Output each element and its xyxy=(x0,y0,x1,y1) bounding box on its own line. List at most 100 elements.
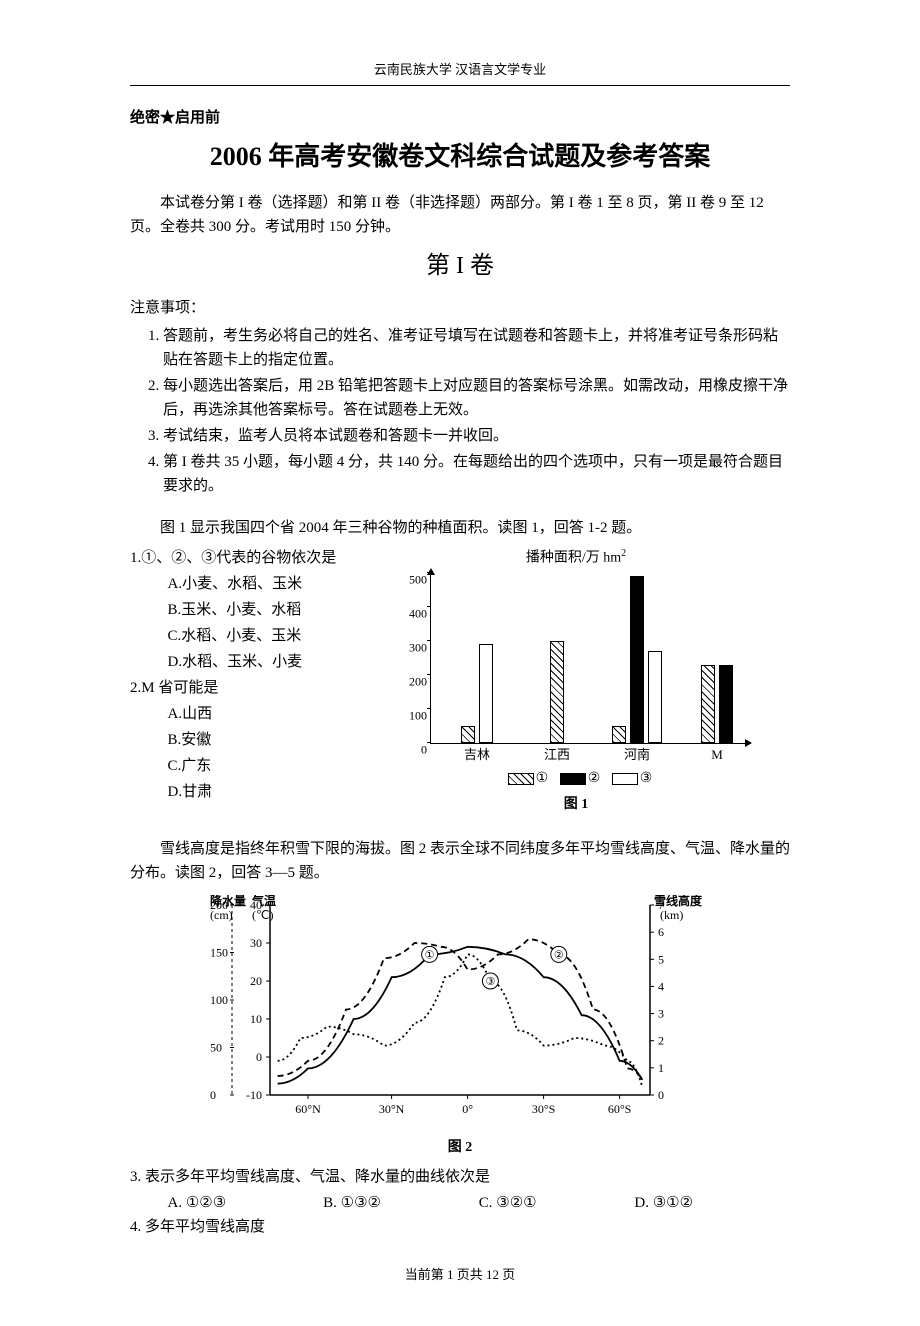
q2-options: A.山西 B.安徽 C.广东 D.甘肃 xyxy=(130,702,390,804)
svg-text:6: 6 xyxy=(658,925,664,939)
chart1-axis-title: 播种面积/万 hm2 xyxy=(396,546,756,570)
q4-stem: 4. 多年平均雪线高度 xyxy=(130,1215,790,1239)
notice-item: 第 I 卷共 35 小题，每小题 4 分，共 140 分。在每题给出的四个选项中… xyxy=(163,450,790,498)
q1-options: A.小麦、水稻、玉米 B.玉米、小麦、水稻 C.水稻、小麦、玉米 D.水稻、玉米… xyxy=(130,572,390,674)
ytick-mark xyxy=(427,708,431,709)
svg-text:10: 10 xyxy=(250,1012,262,1026)
svg-text:0: 0 xyxy=(210,1088,216,1102)
figure1: 播种面积/万 hm2 0100200300400500吉林江西河南M ① ② ③… xyxy=(390,546,790,817)
ytick-mark xyxy=(427,572,431,573)
ytick-label: 300 xyxy=(397,638,427,657)
bar-group: 吉林 xyxy=(449,644,505,743)
ytick-label: 400 xyxy=(397,604,427,623)
bar xyxy=(461,726,475,743)
figure2-caption: 图 2 xyxy=(130,1137,790,1159)
notice-item: 考试结束，监考人员将本试题卷和答题卡一并收回。 xyxy=(163,424,790,448)
svg-text:30°S: 30°S xyxy=(532,1102,555,1116)
q2-opt-d: D.甘肃 xyxy=(168,780,391,804)
svg-text:5: 5 xyxy=(658,952,664,966)
q3-opt-b: B. ①③② xyxy=(323,1191,479,1215)
footer-prefix: 当前第 xyxy=(405,1267,447,1282)
bar-group: 江西 xyxy=(529,641,585,743)
svg-text:0: 0 xyxy=(256,1050,262,1064)
svg-text:60°S: 60°S xyxy=(608,1102,631,1116)
footer-suffix: 页 xyxy=(499,1267,515,1282)
bar xyxy=(701,665,715,743)
q2-opt-c: C.广东 xyxy=(168,754,391,778)
svg-text:100: 100 xyxy=(210,993,228,1007)
svg-text:降水量: 降水量 xyxy=(210,895,246,908)
ytick-mark xyxy=(427,674,431,675)
svg-text:0: 0 xyxy=(658,1088,664,1102)
svg-text:60°N: 60°N xyxy=(295,1102,321,1116)
q1-stem: 1.①、②、③代表的谷物依次是 xyxy=(130,546,390,570)
x-arrow-icon xyxy=(745,739,752,747)
bar xyxy=(550,641,564,743)
chart1-title-sup: 2 xyxy=(621,548,626,559)
legend-swatch-solid xyxy=(560,773,586,785)
q3-opt-a: A. ①②③ xyxy=(168,1191,324,1215)
figure2: 050100150200降水量(cm)-10010203040气温(℃)0123… xyxy=(130,895,790,1159)
notice-item: 答题前，考生务必将自己的姓名、准考证号填写在试题卷和答题卡上，并将准考证号条形码… xyxy=(163,324,790,372)
running-header: 云南民族大学 汉语言文学专业 xyxy=(130,60,790,86)
ytick-label: 200 xyxy=(397,672,427,691)
footer-mid: 页共 xyxy=(453,1267,486,1282)
q3-opt-c: C. ③②① xyxy=(479,1191,635,1215)
q2-opt-b: B.安徽 xyxy=(168,728,391,752)
svg-text:150: 150 xyxy=(210,945,228,959)
ytick-label: 500 xyxy=(397,570,427,589)
bar-group: M xyxy=(689,665,745,743)
xtick-label: 江西 xyxy=(529,745,585,766)
q1-q2-row: 1.①、②、③代表的谷物依次是 A.小麦、水稻、玉米 B.玉米、小麦、水稻 C.… xyxy=(130,546,790,817)
notice-heading: 注意事项： xyxy=(130,296,790,320)
ytick-label: 100 xyxy=(397,706,427,725)
ytick-mark xyxy=(427,606,431,607)
svg-text:③: ③ xyxy=(485,976,495,988)
svg-text:-10: -10 xyxy=(246,1088,262,1102)
legend-swatch-hatch xyxy=(508,773,534,785)
notice-list: 答题前，考生务必将自己的姓名、准考证号填写在试题卷和答题卡上，并将准考证号条形码… xyxy=(130,324,790,498)
svg-text:气温: 气温 xyxy=(251,895,276,908)
xtick-label: M xyxy=(689,745,745,766)
q3-options: A. ①②③ B. ①③② C. ③②① D. ③①② xyxy=(130,1191,790,1215)
q1-opt-c: C.水稻、小麦、玉米 xyxy=(168,624,391,648)
page: 云南民族大学 汉语言文学专业 绝密★启用前 2006 年高考安徽卷文科综合试题及… xyxy=(0,0,920,1326)
q3-opt-d: D. ③①② xyxy=(634,1191,790,1215)
xtick-label: 吉林 xyxy=(449,745,505,766)
document-title: 2006 年高考安徽卷文科综合试题及参考答案 xyxy=(130,136,790,178)
svg-text:4: 4 xyxy=(658,979,664,993)
figure2-intro: 雪线高度是指终年积雪下限的海拔。图 2 表示全球不同纬度多年平均雪线高度、气温、… xyxy=(130,837,790,885)
bar xyxy=(612,726,626,743)
svg-text:2: 2 xyxy=(658,1033,664,1047)
line-chart: 050100150200降水量(cm)-10010203040气温(℃)0123… xyxy=(200,895,720,1125)
figure1-caption: 图 1 xyxy=(396,794,756,816)
svg-text:30°N: 30°N xyxy=(379,1102,405,1116)
svg-text:1: 1 xyxy=(658,1060,664,1074)
q3-stem: 3. 表示多年平均雪线高度、气温、降水量的曲线依次是 xyxy=(130,1165,790,1189)
svg-text:50: 50 xyxy=(210,1040,222,1054)
svg-text:(km): (km) xyxy=(660,908,683,922)
secret-label: 绝密★启用前 xyxy=(130,106,790,130)
q1-opt-b: B.玉米、小麦、水稻 xyxy=(168,598,391,622)
svg-text:①: ① xyxy=(425,949,435,961)
bar xyxy=(630,576,644,743)
bar xyxy=(719,665,733,743)
bar xyxy=(479,644,493,743)
legend-swatch-blank xyxy=(612,773,638,785)
chart1-legend: ① ② ③ xyxy=(396,768,756,790)
chart1-plot-area: 0100200300400500吉林江西河南M xyxy=(430,574,746,744)
q2-opt-a: A.山西 xyxy=(168,702,391,726)
xtick-label: 河南 xyxy=(609,745,665,766)
ytick-label: 0 xyxy=(397,740,427,759)
q1-opt-d: D.水稻、玉米、小麦 xyxy=(168,650,391,674)
legend-label-1: ① xyxy=(536,771,549,786)
svg-text:3: 3 xyxy=(658,1006,664,1020)
page-footer: 当前第 1 页共 12 页 xyxy=(130,1265,790,1286)
ytick-mark xyxy=(427,640,431,641)
figure1-intro: 图 1 显示我国四个省 2004 年三种谷物的种植面积。读图 1，回答 1-2 … xyxy=(130,516,790,540)
q1-q2-text: 1.①、②、③代表的谷物依次是 A.小麦、水稻、玉米 B.玉米、小麦、水稻 C.… xyxy=(130,546,390,806)
chart1-title-text: 播种面积/万 hm xyxy=(526,550,621,565)
q1-opt-a: A.小麦、水稻、玉米 xyxy=(168,572,391,596)
svg-text:20: 20 xyxy=(250,974,262,988)
legend-label-2: ② xyxy=(588,771,601,786)
